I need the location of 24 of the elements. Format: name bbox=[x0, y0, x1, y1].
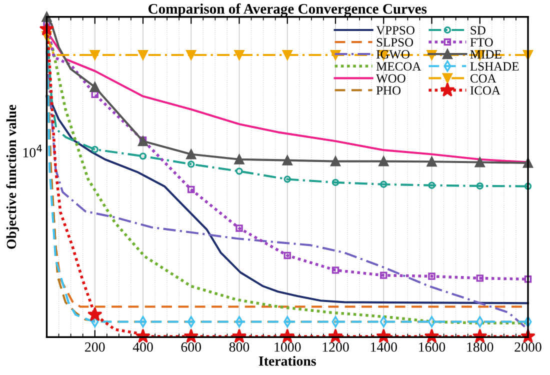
x-tick-label: 1400 bbox=[370, 342, 397, 352]
legend-label: COA bbox=[470, 74, 496, 83]
legend-label: ICOA bbox=[470, 86, 500, 95]
x-tick-label: 2000 bbox=[514, 342, 542, 352]
legend-label: LSHADE bbox=[470, 62, 519, 71]
legend-label: MECOA bbox=[376, 62, 422, 71]
x-tick-label: 400 bbox=[132, 342, 153, 352]
x-axis-title: Iterations bbox=[258, 356, 316, 366]
legend-label: VPPSO bbox=[376, 26, 414, 35]
x-tick-label: 1600 bbox=[419, 342, 446, 352]
text: 10$^{4}$ bbox=[23, 144, 42, 158]
legend-label: SD bbox=[470, 26, 486, 34]
chart-title: Comparison of Average Convergence Curves bbox=[148, 3, 427, 17]
legend-label: PHO bbox=[376, 86, 401, 95]
x-tick-label: 200 bbox=[85, 342, 105, 352]
legend-label: WOO bbox=[376, 74, 406, 83]
x-tick-label: 1200 bbox=[322, 342, 349, 352]
legend-label: FTO bbox=[470, 38, 493, 47]
x-tick-label: 1000 bbox=[274, 342, 301, 352]
x-tick-label: 600 bbox=[181, 342, 202, 352]
legend-label: SLPSO bbox=[376, 38, 414, 47]
x-tick-label: 800 bbox=[229, 342, 250, 352]
x-tick-label: 1800 bbox=[467, 342, 494, 352]
y-axis-title: Objective function value bbox=[6, 104, 19, 249]
